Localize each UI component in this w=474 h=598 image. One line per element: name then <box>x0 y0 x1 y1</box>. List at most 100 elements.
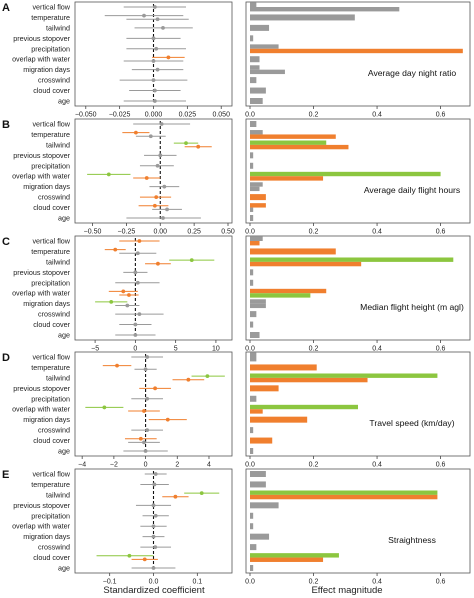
coef-point <box>125 303 130 308</box>
category-label: cloud cover <box>33 203 70 212</box>
coef-point <box>138 436 143 441</box>
coef-point <box>151 78 156 83</box>
category-label: overlap with water <box>12 522 71 531</box>
magnitude-tick-label: 0.4 <box>372 112 382 119</box>
category-label: crosswind <box>38 543 70 552</box>
metric-title: Average day night ratio <box>368 68 456 78</box>
magnitude-tick-label: 0.2 <box>309 346 319 353</box>
coef-point <box>165 207 169 212</box>
magnitude-bar <box>250 490 438 495</box>
category-label: tailwind <box>46 257 70 266</box>
coef-point <box>145 428 150 433</box>
magnitude-bar <box>250 409 263 414</box>
coef-point <box>154 46 159 51</box>
coef-point <box>151 566 156 570</box>
right-x-axis-label: Effect magnitude <box>311 585 382 596</box>
magnitude-bar <box>250 481 266 488</box>
magnitude-bar <box>250 395 257 402</box>
category-label: vertical flow <box>32 470 70 479</box>
coef-point <box>145 396 150 401</box>
coef-point <box>143 449 148 453</box>
coef-point <box>151 524 156 529</box>
magnitude-tick-label: 0.0 <box>245 462 255 469</box>
category-label: previous stopover <box>13 384 70 393</box>
magnitude-bar <box>250 373 438 378</box>
coef-point <box>152 5 157 9</box>
coef-tick-label: −4 <box>78 462 86 469</box>
category-label: migration days <box>23 182 70 191</box>
magnitude-bar <box>250 24 270 31</box>
magnitude-bar <box>250 48 463 54</box>
coef-tick-label: 0.000 <box>145 112 163 119</box>
coef-point <box>153 386 157 391</box>
magnitude-bar <box>250 471 266 477</box>
magnitude-bar <box>250 512 254 519</box>
magnitude-bar <box>250 557 324 562</box>
category-label: tailwind <box>46 140 70 149</box>
coef-point <box>156 261 160 266</box>
magnitude-bar <box>250 248 336 255</box>
category-label: migration days <box>23 532 70 541</box>
coef-tick-label: 0.25 <box>187 229 201 236</box>
magnitude-tick-label: 0.0 <box>245 112 255 119</box>
coef-point <box>159 122 164 126</box>
magnitude-tick-label: 0.4 <box>372 346 382 353</box>
category-label: previous stopover <box>13 501 70 510</box>
metric-title: Median flight height (m agl) <box>360 302 464 312</box>
magnitude-bar <box>250 385 279 392</box>
magnitude-bar <box>250 134 336 139</box>
magnitude-bar <box>250 257 454 262</box>
coef-point <box>152 88 157 93</box>
coef-tick-label: 4 <box>207 462 211 469</box>
coef-point <box>161 216 165 220</box>
coef-point <box>133 333 138 337</box>
coef-point <box>196 144 201 149</box>
coef-point <box>133 322 138 327</box>
magnitude-bar <box>250 533 270 540</box>
panel-letter: C <box>2 236 10 248</box>
magnitude-bar <box>250 357 257 362</box>
coef-tick-label: 5 <box>174 346 178 353</box>
coef-tick-label: 0.1 <box>192 579 202 586</box>
coef-point <box>189 258 194 262</box>
category-label: vertical flow <box>32 237 70 246</box>
panel-letter: D <box>2 352 10 364</box>
coef-tick-label: 0 <box>144 462 148 469</box>
category-label: age <box>58 447 70 456</box>
magnitude-bar <box>250 332 260 338</box>
coef-panel-frame <box>74 235 233 341</box>
coef-point <box>102 405 107 410</box>
category-label: migration days <box>23 65 70 74</box>
magnitude-bar <box>250 182 263 187</box>
coef-tick-label: 0 <box>133 346 137 353</box>
coef-point <box>184 141 188 145</box>
coef-point <box>135 280 140 285</box>
coef-point <box>127 293 131 297</box>
category-label: overlap with water <box>12 55 71 64</box>
metric-title: Straightness <box>388 535 436 545</box>
category-label: vertical flow <box>32 120 70 129</box>
magnitude-tick-label: 0.0 <box>245 579 255 586</box>
category-label: cloud cover <box>33 86 70 95</box>
magnitude-tick-label: 0.2 <box>309 462 319 469</box>
coef-point <box>145 355 150 359</box>
category-label: tailwind <box>46 23 70 32</box>
magnitude-bar <box>250 176 324 181</box>
category-label: precipitation <box>31 44 70 53</box>
category-label: previous stopover <box>13 268 70 277</box>
coef-point <box>135 251 140 256</box>
magnitude-bar <box>250 140 327 145</box>
coef-tick-label: −0.025 <box>109 112 131 119</box>
coef-tick-label: −0.25 <box>118 229 136 236</box>
coef-point <box>153 545 158 550</box>
category-label: cloud cover <box>33 320 70 329</box>
category-label: vertical flow <box>32 353 70 362</box>
magnitude-bar <box>250 171 441 177</box>
magnitude-bar <box>250 35 254 42</box>
magnitude-panel-frame <box>245 351 471 457</box>
coef-point <box>142 440 146 445</box>
